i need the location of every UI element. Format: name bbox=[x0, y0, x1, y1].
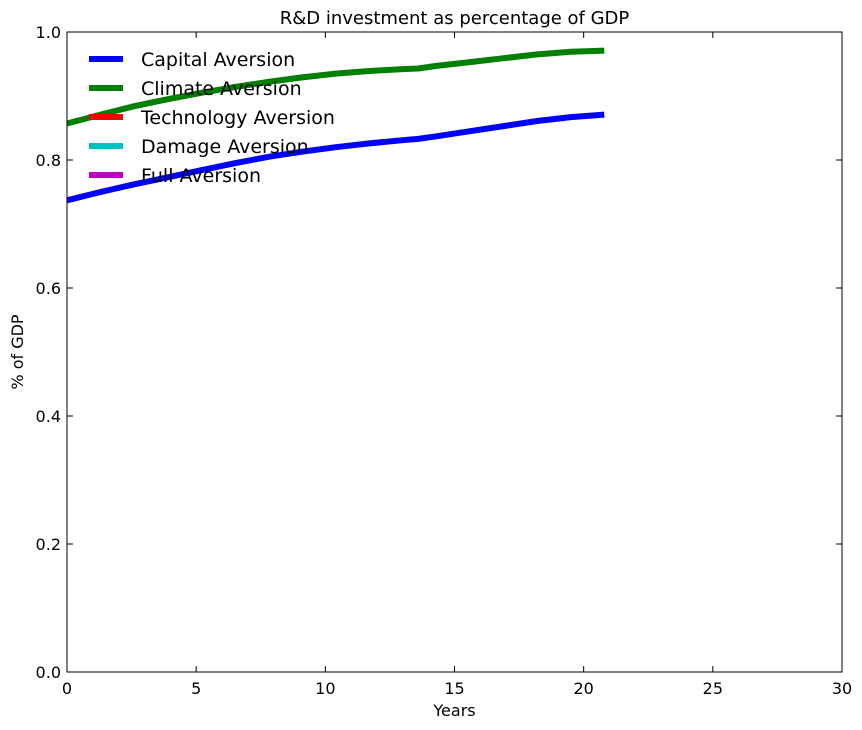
x-tick-label: 15 bbox=[444, 679, 464, 698]
y-tick-label: 0.8 bbox=[36, 151, 61, 170]
x-tick-label: 30 bbox=[832, 679, 852, 698]
series-layer bbox=[66, 47, 605, 204]
x-tick-label: 20 bbox=[573, 679, 593, 698]
legend-label: Capital Aversion bbox=[141, 49, 295, 71]
x-tick-label: 25 bbox=[703, 679, 723, 698]
y-tick-label: 0.2 bbox=[36, 535, 61, 554]
axis-ticks: 0 5 10 15 20 25 30 0.0 0.2 0.4 0.6 0.8 1.0 bbox=[36, 23, 853, 698]
y-tick-label: 0.6 bbox=[36, 279, 61, 298]
x-tick-label: 10 bbox=[315, 679, 335, 698]
legend-label: Full Aversion bbox=[141, 165, 261, 187]
y-tick-label: 1.0 bbox=[36, 23, 61, 42]
y-axis-label: % of GDP bbox=[8, 314, 27, 390]
legend-label: Climate Aversion bbox=[141, 78, 302, 100]
x-tick-label: 0 bbox=[62, 679, 72, 698]
legend-label: Technology Aversion bbox=[140, 107, 335, 129]
x-axis-label: Years bbox=[432, 701, 475, 720]
series-line-capital-aversion bbox=[66, 111, 605, 204]
series-line-climate-aversion bbox=[66, 47, 605, 127]
y-tick-label: 0.4 bbox=[36, 407, 61, 426]
legend-label: Damage Aversion bbox=[141, 136, 309, 158]
chart-title: R&D investment as percentage of GDP bbox=[280, 8, 630, 29]
x-tick-label: 5 bbox=[191, 679, 201, 698]
legend: Capital Aversion Climate Aversion Technolo… bbox=[89, 49, 335, 187]
y-tick-label: 0.0 bbox=[36, 663, 61, 682]
